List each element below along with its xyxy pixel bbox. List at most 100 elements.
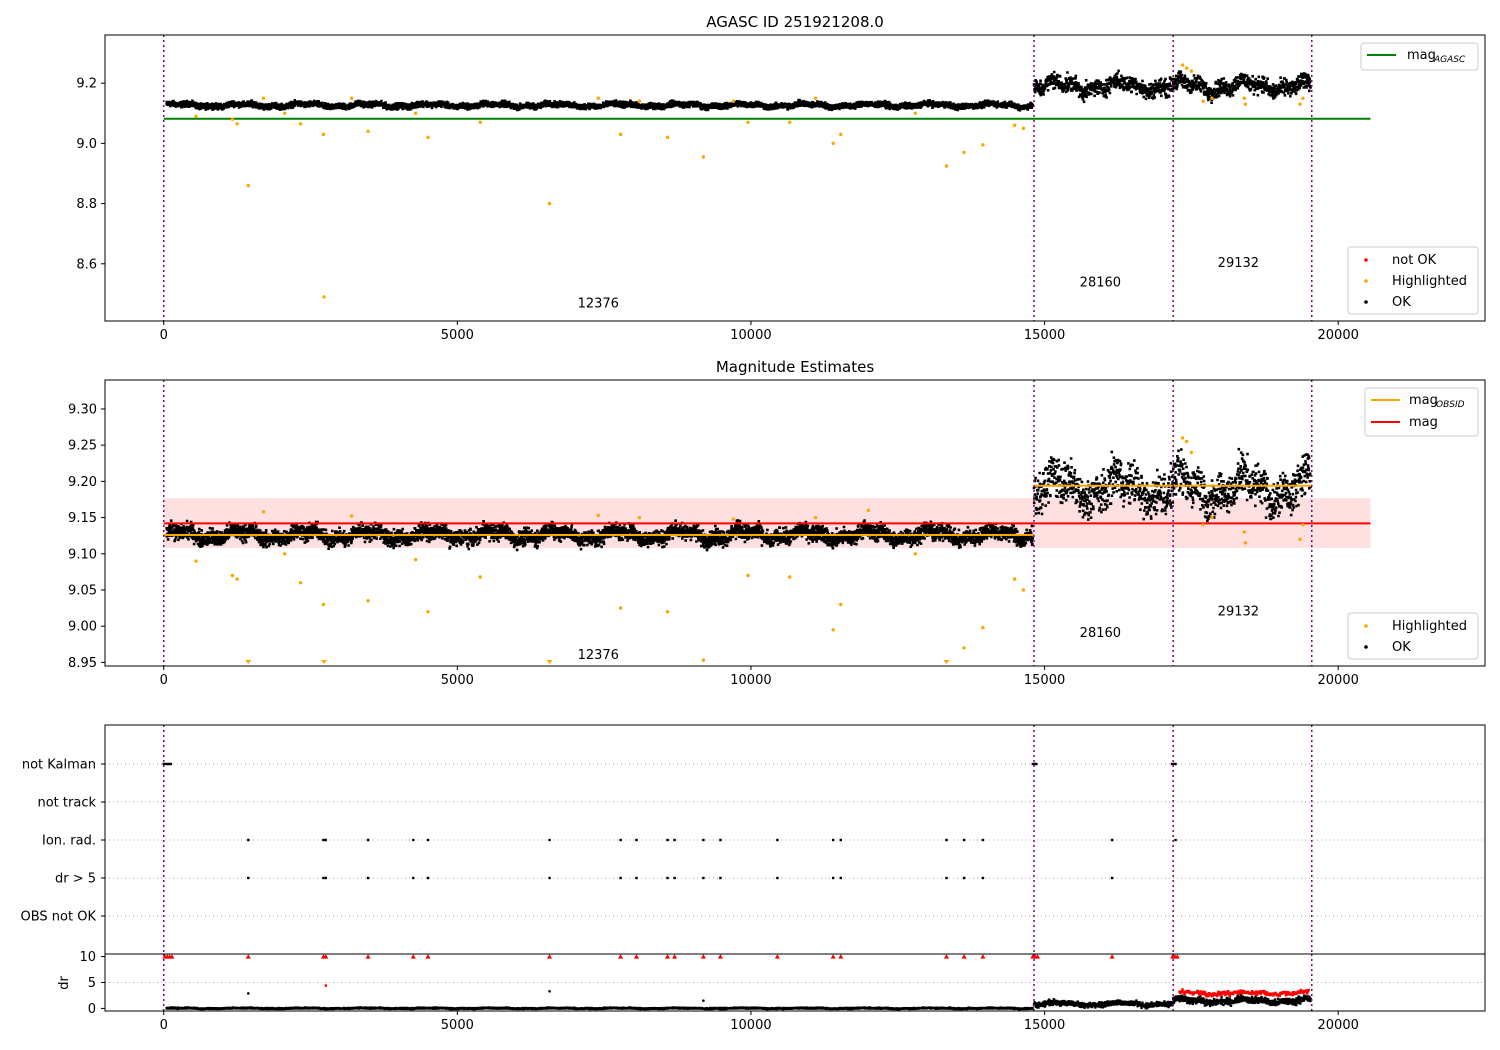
- legend-not-ok: not OK: [1392, 253, 1437, 268]
- highlighted-point: [596, 96, 600, 100]
- highlighted-point: [230, 573, 235, 578]
- y-tick-label: 0: [88, 1002, 96, 1017]
- legend-mag-obsid: mag: [1409, 393, 1438, 408]
- flag-point: [981, 838, 985, 842]
- highlighted-point: [866, 508, 871, 513]
- highlighted-point: [1184, 66, 1189, 70]
- highlighted-point: [731, 99, 736, 103]
- highlighted-point: [1012, 123, 1017, 128]
- x-tick-label: 5000: [441, 1018, 474, 1033]
- flag-point: [324, 838, 327, 842]
- flag-point: [169, 762, 172, 766]
- highlighted-point: [665, 135, 670, 140]
- highlighted-point: [1201, 99, 1205, 103]
- highlighted-point: [194, 559, 198, 563]
- dr-ok-points-obs2: [1032, 998, 1175, 1010]
- x-tick-label: 20000: [1318, 328, 1359, 343]
- highlighted-point: [913, 552, 918, 556]
- dr-ok-points-obs1: [165, 1006, 1034, 1011]
- highlighted-point: [298, 122, 303, 126]
- panel2-legend-bottom: Highlighted OK: [1347, 612, 1479, 660]
- highlighted-point: [944, 164, 949, 168]
- x-tick-label: 10000: [730, 328, 771, 343]
- panel1-title: AGASC ID 251921208.0: [706, 13, 884, 31]
- flag-point: [666, 838, 669, 842]
- highlighted-point: [194, 114, 198, 118]
- highlighted-point: [366, 129, 370, 134]
- obsid-label: 29132: [1218, 256, 1259, 271]
- highlighted-point: [321, 132, 326, 137]
- clipped-point-marker: [943, 660, 950, 664]
- highlighted-point: [1301, 523, 1305, 527]
- flag-point: [412, 876, 415, 880]
- dr-capped-marker: [425, 954, 431, 959]
- y-tick-label: 8.95: [68, 656, 97, 671]
- highlighted-point: [913, 111, 918, 115]
- clipped-point-marker: [321, 660, 328, 664]
- flag-point: [962, 838, 966, 842]
- highlighted-point: [637, 515, 642, 520]
- highlighted-point: [813, 96, 818, 100]
- legend-mag: mag: [1409, 415, 1438, 430]
- x-tick-label: 10000: [730, 1018, 771, 1033]
- panel1-frame: [104, 34, 1486, 322]
- highlighted-point: [1242, 96, 1246, 100]
- y-tick-label: 9.20: [68, 475, 97, 490]
- highlighted-point: [618, 132, 623, 137]
- flag-point: [981, 876, 985, 880]
- flag-point: [322, 876, 325, 880]
- highlighted-point: [426, 609, 430, 614]
- highlighted-point: [1189, 450, 1194, 455]
- agasc-panel: AGASC ID 251921208.0 0 5000 10000 15000 2000…: [76, 13, 1486, 343]
- dr-capped-marker: [169, 954, 175, 959]
- highlighted-point: [962, 646, 966, 650]
- x-tick-label: 5000: [441, 673, 474, 688]
- flag-point: [719, 838, 722, 842]
- highlighted-point: [413, 111, 418, 115]
- y-tick-label: 8.8: [76, 197, 97, 212]
- highlighted-point: [282, 552, 287, 556]
- highlighted-point: [282, 111, 287, 115]
- dr-capped-marker: [838, 954, 844, 959]
- legend2-highlighted: Highlighted: [1392, 619, 1467, 634]
- highlighted-point: [731, 517, 736, 521]
- y-tick-label: 9.05: [68, 583, 97, 598]
- flag-point: [839, 838, 843, 842]
- flag-category-label: not Kalman: [22, 758, 96, 773]
- dr-capped-marker: [1174, 954, 1180, 959]
- dr-capped-marker: [410, 954, 416, 959]
- highlighted-point: [1298, 102, 1302, 106]
- highlighted-point: [596, 513, 600, 518]
- dr-capped-marker: [944, 954, 950, 959]
- highlighted-point: [298, 581, 303, 585]
- highlighted-point: [637, 99, 642, 103]
- flag-category-label: not track: [37, 796, 96, 811]
- dr-capped-marker: [672, 954, 678, 959]
- y-tick-label: 9.2: [76, 77, 97, 92]
- dr-capped-marker: [1109, 954, 1115, 959]
- legend-highlighted: Highlighted: [1392, 274, 1467, 289]
- highlighted-point: [1012, 577, 1017, 581]
- highlighted-point: [349, 514, 354, 518]
- flag-point: [548, 876, 551, 880]
- flag-point: [426, 838, 430, 842]
- clipped-point-marker: [546, 660, 553, 664]
- highlighted-point: [981, 625, 985, 630]
- flag-point: [366, 838, 370, 842]
- ok-points-obs1: [165, 98, 1034, 112]
- highlighted-point: [1210, 96, 1214, 100]
- flags-panel: not Kalman not track Ion. rad. dr > 5 OBS no…: [21, 724, 1486, 955]
- highlighted-point: [1298, 537, 1302, 541]
- highlighted-point: [230, 117, 235, 121]
- panel2-title: Magnitude Estimates: [716, 358, 874, 376]
- x-tick-label: 15000: [1024, 673, 1065, 688]
- highlighted-point: [813, 515, 818, 520]
- flag-point: [366, 876, 370, 880]
- highlighted-point: [1210, 515, 1214, 520]
- highlighted-point: [701, 658, 706, 662]
- dr-capped-marker: [633, 954, 639, 959]
- flag-point: [673, 876, 676, 880]
- flag-point: [1110, 838, 1114, 842]
- highlighted-point: [321, 602, 326, 607]
- x-tick-label: 15000: [1024, 1018, 1065, 1033]
